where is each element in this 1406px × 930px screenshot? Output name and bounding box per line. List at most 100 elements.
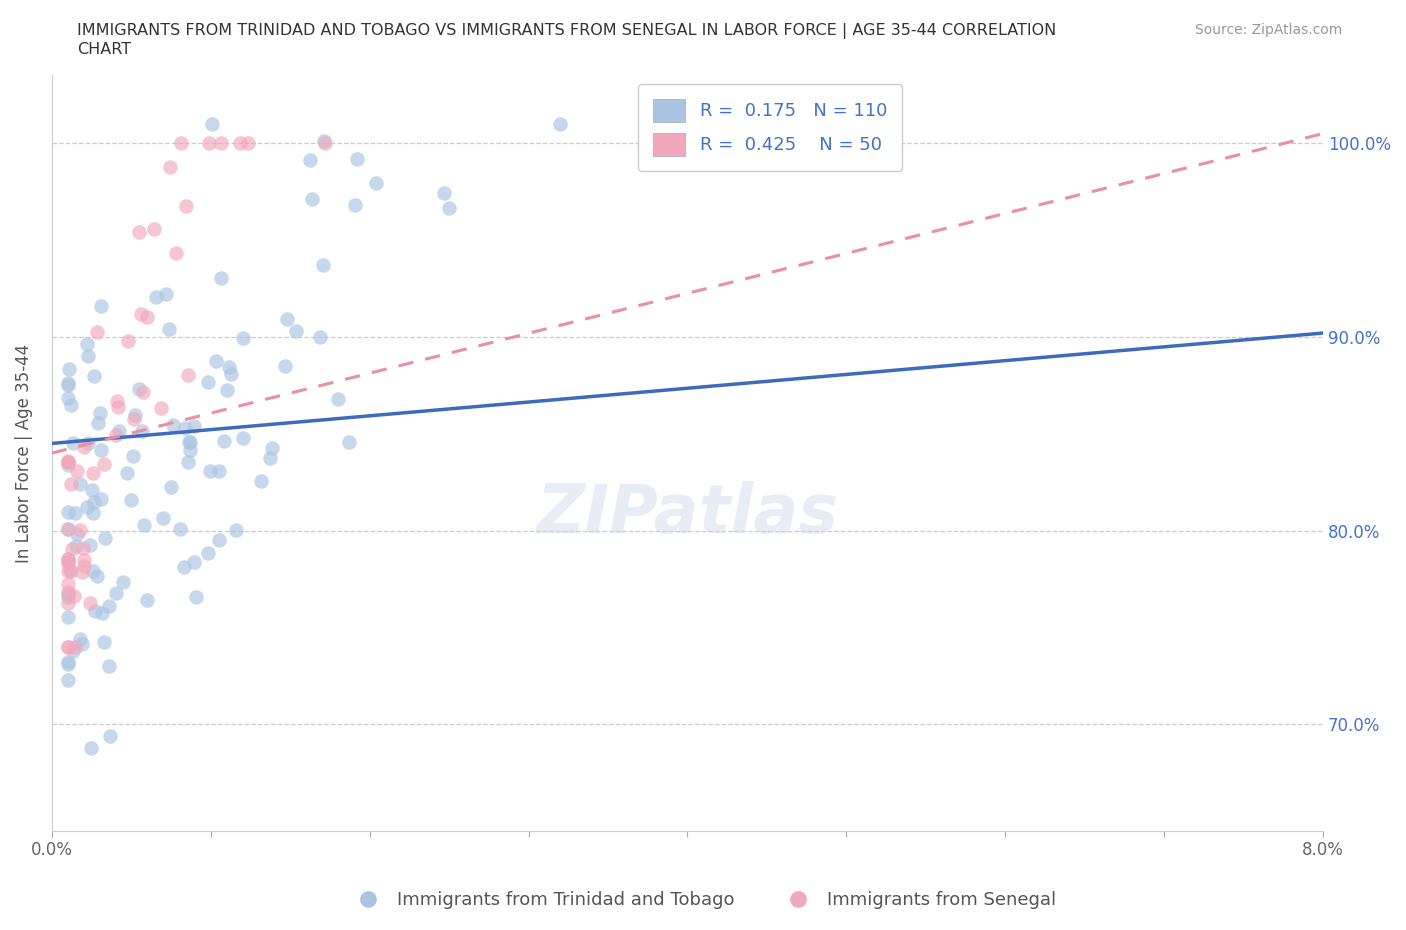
Point bbox=[91, 605, 114, 620]
Point bbox=[212, 433, 235, 448]
Point bbox=[66, 463, 89, 478]
Point bbox=[260, 440, 283, 455]
Point bbox=[209, 271, 232, 286]
Point bbox=[56, 522, 79, 537]
Point bbox=[346, 152, 368, 166]
Point bbox=[63, 588, 86, 603]
Point bbox=[56, 458, 79, 472]
Point bbox=[236, 136, 259, 151]
Point bbox=[86, 568, 108, 583]
Point bbox=[124, 407, 146, 422]
Point bbox=[79, 538, 101, 553]
Legend: Immigrants from Trinidad and Tobago, Immigrants from Senegal: Immigrants from Trinidad and Tobago, Imm… bbox=[343, 884, 1063, 916]
Point bbox=[90, 492, 112, 507]
Point bbox=[169, 522, 191, 537]
Point bbox=[93, 634, 115, 649]
Point bbox=[437, 201, 460, 216]
Point bbox=[433, 186, 456, 201]
Point bbox=[65, 538, 87, 553]
Point bbox=[107, 400, 129, 415]
Point bbox=[173, 420, 195, 435]
Point bbox=[83, 369, 105, 384]
Point bbox=[84, 604, 107, 618]
Point bbox=[56, 378, 79, 392]
Point bbox=[301, 192, 323, 206]
Point bbox=[70, 636, 93, 651]
Text: IMMIGRANTS FROM TRINIDAD AND TOBAGO VS IMMIGRANTS FROM SENEGAL IN LABOR FORCE | : IMMIGRANTS FROM TRINIDAD AND TOBAGO VS I… bbox=[77, 23, 1056, 39]
Point bbox=[73, 559, 96, 574]
Point bbox=[105, 393, 128, 408]
Point bbox=[274, 358, 297, 373]
Point bbox=[90, 299, 112, 313]
Point bbox=[198, 136, 221, 151]
Point bbox=[56, 639, 79, 654]
Point bbox=[56, 391, 79, 405]
Point bbox=[56, 654, 79, 669]
Point bbox=[211, 136, 233, 151]
Point bbox=[56, 454, 79, 469]
Point bbox=[82, 564, 104, 578]
Point bbox=[112, 575, 135, 590]
Point bbox=[98, 658, 121, 673]
Point bbox=[169, 136, 191, 151]
Point bbox=[183, 418, 205, 433]
Point bbox=[179, 434, 201, 449]
Point bbox=[176, 455, 198, 470]
Point bbox=[136, 592, 159, 607]
Point bbox=[62, 644, 84, 658]
Point bbox=[59, 563, 82, 578]
Point bbox=[184, 590, 207, 604]
Point bbox=[73, 440, 96, 455]
Point bbox=[117, 333, 139, 348]
Point bbox=[134, 517, 156, 532]
Point bbox=[66, 526, 89, 541]
Point bbox=[59, 564, 82, 578]
Point bbox=[56, 554, 79, 569]
Point bbox=[56, 609, 79, 624]
Point bbox=[56, 554, 79, 569]
Point bbox=[63, 639, 86, 654]
Point bbox=[56, 551, 79, 566]
Point bbox=[86, 324, 108, 339]
Point bbox=[284, 324, 307, 339]
Point bbox=[104, 585, 127, 600]
Point bbox=[56, 596, 79, 611]
Point bbox=[366, 176, 388, 191]
Point bbox=[56, 563, 79, 578]
Point bbox=[165, 246, 187, 260]
Point bbox=[56, 672, 79, 687]
Point bbox=[63, 505, 86, 520]
Point bbox=[70, 565, 93, 579]
Point bbox=[82, 466, 104, 481]
Point bbox=[157, 321, 180, 336]
Point bbox=[56, 455, 79, 470]
Point bbox=[149, 400, 172, 415]
Point bbox=[215, 383, 238, 398]
Point bbox=[72, 540, 94, 555]
Point bbox=[128, 224, 150, 239]
Point bbox=[177, 367, 200, 382]
Point bbox=[200, 464, 222, 479]
Point bbox=[83, 495, 105, 510]
Point bbox=[174, 199, 197, 214]
Point bbox=[232, 431, 254, 445]
Point bbox=[173, 559, 195, 574]
Point bbox=[56, 657, 79, 671]
Point bbox=[80, 483, 103, 498]
Point bbox=[179, 434, 201, 449]
Point bbox=[69, 476, 91, 491]
Text: Source: ZipAtlas.com: Source: ZipAtlas.com bbox=[1195, 23, 1343, 37]
Point bbox=[205, 354, 228, 369]
Point bbox=[250, 473, 273, 488]
Point bbox=[155, 286, 177, 301]
Point bbox=[56, 454, 79, 469]
Point bbox=[197, 375, 219, 390]
Point bbox=[77, 349, 100, 364]
Point bbox=[56, 584, 79, 599]
Point bbox=[76, 337, 98, 352]
Point bbox=[259, 451, 281, 466]
Point bbox=[72, 552, 94, 567]
Point bbox=[60, 397, 83, 412]
Y-axis label: In Labor Force | Age 35-44: In Labor Force | Age 35-44 bbox=[15, 343, 32, 563]
Point bbox=[76, 500, 98, 515]
